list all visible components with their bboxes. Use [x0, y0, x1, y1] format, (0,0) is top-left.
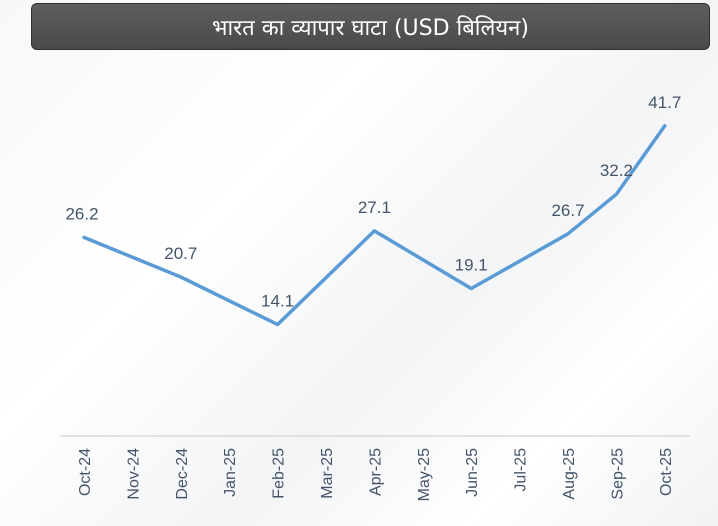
- data-label: 27.1: [358, 198, 391, 217]
- x-tick-label: Nov-24: [125, 448, 142, 500]
- x-tick-label: Jan-25: [222, 448, 239, 497]
- x-tick-label: Jun-25: [464, 448, 481, 497]
- data-label: 26.2: [65, 204, 98, 223]
- data-label: 32.2: [600, 161, 633, 180]
- data-label: 19.1: [455, 256, 488, 275]
- x-tick-label: Sep-25: [609, 448, 626, 500]
- data-label: 20.7: [164, 244, 197, 263]
- data-label: 14.1: [261, 292, 294, 311]
- x-tick-label: Aug-25: [561, 448, 578, 500]
- x-tick-label: Apr-25: [367, 448, 384, 496]
- series-line: [82, 124, 667, 327]
- x-tick-label: Feb-25: [271, 448, 288, 499]
- x-tick-label: Mar-25: [319, 448, 336, 499]
- chart-title: भारत का व्यापार घाटा (USD बिलियन): [31, 3, 710, 50]
- x-tick-label: May-25: [416, 448, 433, 501]
- data-label: 26.7: [551, 201, 584, 220]
- x-tick-label: Oct-24: [77, 448, 94, 496]
- x-tick-label: Jul-25: [513, 448, 530, 492]
- x-tick-label: Oct-25: [658, 448, 675, 496]
- data-label: 41.7: [648, 93, 681, 112]
- x-tick-label: Dec-24: [174, 448, 191, 500]
